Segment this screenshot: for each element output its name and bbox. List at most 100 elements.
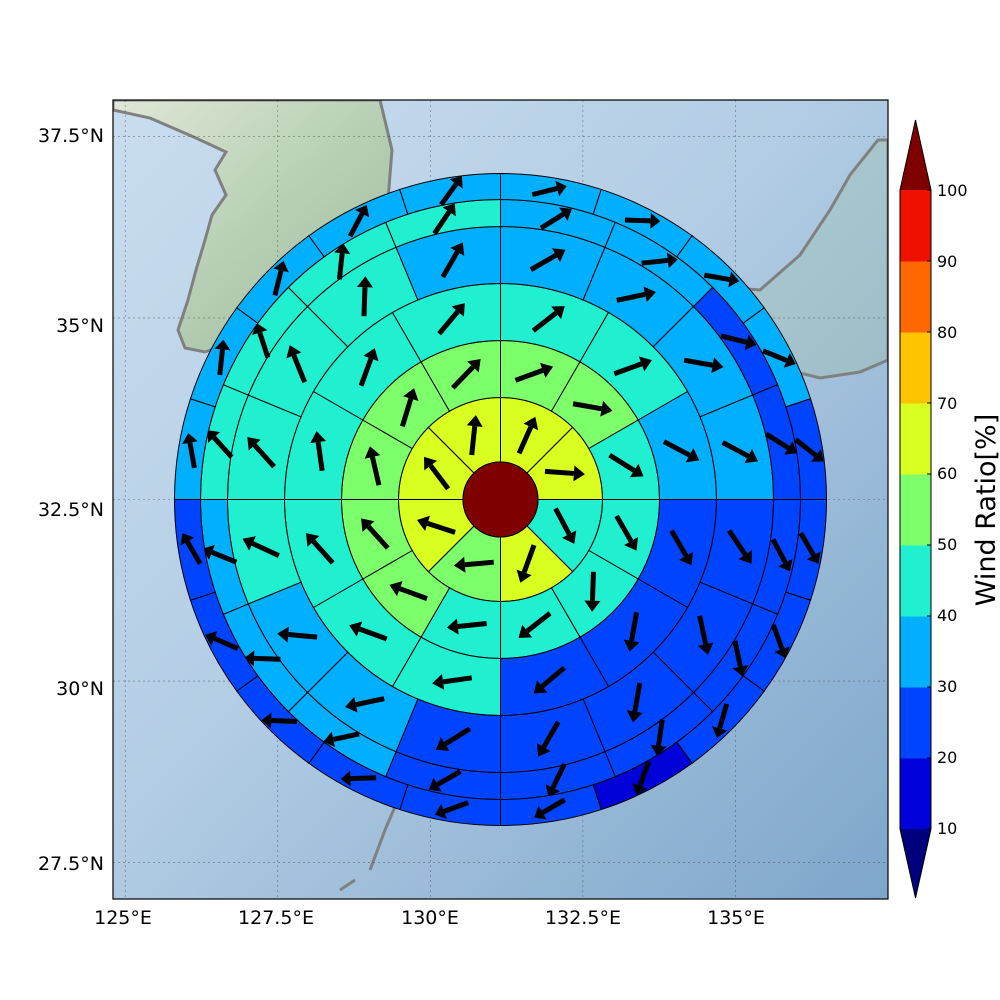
wind-arrow-shaft (358, 626, 388, 642)
wind-arrow-shaft (291, 354, 308, 384)
wind-arrow-head (435, 737, 450, 751)
wind-arrow-shaft (347, 212, 365, 238)
wind-arrow-shaft (662, 439, 691, 458)
wind-arrow-head (467, 359, 481, 373)
wind-arrow-head (310, 431, 327, 444)
colorbar-tick-label: 30 (937, 677, 957, 696)
wind-arrow-head (539, 362, 554, 378)
wind-arrow-head (428, 777, 442, 792)
wind-arrow-shaft (721, 440, 750, 459)
wind-arrow-shaft (703, 272, 731, 283)
wind-arrow-head (711, 357, 724, 374)
colorbar-tick-label: 60 (937, 464, 957, 483)
colorbar-tick-label: 100 (937, 181, 968, 200)
wind-arrow-shaft (641, 257, 669, 266)
wind-arrow-head (744, 448, 758, 464)
wind-arrow-shaft (550, 763, 567, 789)
wind-arrow-shaft (366, 524, 390, 550)
colorbar-segment (900, 190, 931, 262)
wind-arrow-head (666, 252, 678, 269)
wind-arrow-head (323, 731, 336, 748)
wind-arrow-head (679, 551, 694, 566)
wind-arrow-head (214, 339, 231, 351)
wind-arrow-head (697, 642, 714, 655)
wind-arrow-shaft (764, 431, 790, 451)
wind-arrow-head (355, 204, 370, 218)
map-border (112, 99, 889, 900)
wind-arrow-shaft (336, 252, 345, 280)
wind-arrow-shaft (794, 437, 818, 458)
wind-arrow-head (562, 530, 577, 544)
wind-arrow-head (244, 650, 255, 667)
lat-tick-label: 35°N (56, 315, 104, 337)
wind-arrow-shaft (254, 655, 281, 662)
wind-arrow-shaft (439, 182, 459, 207)
wind-arrow-shaft (355, 696, 385, 708)
colorbar-segment (900, 332, 931, 404)
wind-arrow-shaft (732, 640, 743, 668)
wind-arrow-head (247, 436, 261, 451)
colorbar-tick-label: 80 (937, 323, 957, 342)
wind-arrow-head (202, 544, 215, 560)
wind-arrow-head (810, 449, 824, 462)
lat-tick-label: 27.5°N (38, 853, 104, 875)
wind-arrow-shaft (252, 443, 276, 469)
wind-arrow-shaft (332, 731, 360, 742)
wind-arrow-shaft (271, 718, 297, 724)
wind-arrow-shaft (632, 682, 643, 713)
wind-arrow-shaft (683, 357, 714, 368)
wind-arrow-head (446, 618, 459, 635)
colorbar-segment (900, 474, 931, 546)
colorbar-segment (900, 616, 931, 688)
wind-arrow-shaft (544, 468, 575, 476)
wind-arrow-head (450, 242, 465, 256)
wind-arrow-head (744, 334, 757, 351)
wind-arrow-head (242, 536, 256, 551)
wind-arrow-shaft (529, 253, 558, 272)
wind-arrow-head (533, 680, 548, 694)
colorbar-tick-label: 90 (937, 252, 957, 271)
wind-arrow-head (523, 416, 539, 431)
wind-arrow-head (738, 550, 752, 564)
wind-arrow-shaft (697, 615, 709, 645)
wind-arrow-head (466, 415, 483, 427)
lon-tick-label: 132.5°E (545, 907, 621, 929)
wind-arrow-head (783, 352, 796, 368)
lat-tick-label: 30°N (56, 678, 104, 700)
wind-arrow-head (261, 712, 272, 729)
wind-arrow-shaft (629, 611, 640, 642)
wind-arrow-head (806, 551, 821, 564)
wind-arrow-head (650, 744, 667, 756)
wind-arrow-shaft (727, 529, 748, 557)
wind-arrow-head (711, 726, 728, 738)
wind-arrow-shaft (589, 571, 596, 601)
wind-arrow-shaft (185, 540, 203, 566)
wind-arrow-head (345, 696, 358, 713)
wind-arrow-shaft (443, 800, 470, 814)
wind-arrow-head (434, 803, 447, 819)
wind-arrow-shaft (442, 675, 473, 685)
wind-arrow-head (286, 345, 302, 359)
wind-arrow-shaft (469, 425, 478, 456)
colorbar-segment (900, 758, 931, 830)
wind-arrow-head (403, 388, 419, 401)
wind-arrow-head (534, 805, 547, 820)
wind-arrow-head (361, 518, 375, 532)
wind-arrow-shaft (516, 425, 534, 455)
wind-arrow-shaft (770, 538, 788, 564)
wind-arrow-shaft (437, 309, 460, 336)
colorbar-segment (900, 687, 931, 759)
wind-arrow-shaft (608, 453, 636, 473)
wind-arrow-head (273, 261, 289, 273)
wind-arrow-shaft (457, 620, 487, 629)
wind-arrow-shaft (451, 365, 475, 390)
lon-tick-label: 130°E (401, 907, 459, 929)
wind-arrow-head (638, 356, 652, 372)
wind-arrow-shaft (637, 760, 652, 787)
wind-arrow-shaft (399, 397, 414, 428)
wind-arrow-head (516, 569, 532, 583)
wind-arrow-head (623, 639, 640, 652)
wind-arrow-shaft (624, 217, 651, 224)
wind-arrow-head (334, 243, 351, 254)
